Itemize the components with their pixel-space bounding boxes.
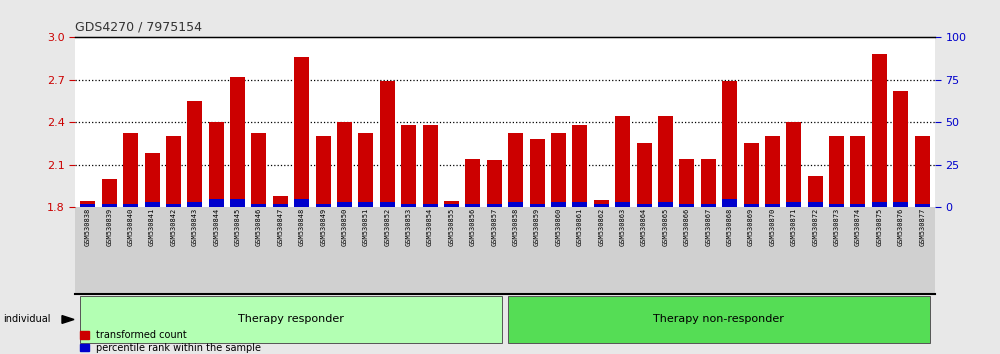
Bar: [829, 204, 844, 207]
Bar: [337, 122, 352, 207]
Bar: [123, 133, 138, 207]
Bar: [829, 136, 844, 207]
Bar: [80, 201, 95, 207]
Bar: [380, 202, 395, 207]
Bar: [187, 202, 202, 207]
Bar: [615, 116, 630, 207]
Bar: [572, 125, 587, 207]
Bar: [444, 201, 459, 207]
Bar: [209, 199, 224, 207]
Bar: [872, 54, 887, 207]
Bar: [808, 202, 823, 207]
Bar: [230, 199, 245, 207]
Bar: [316, 204, 331, 207]
Bar: [701, 159, 716, 207]
Bar: [786, 202, 801, 207]
Bar: [337, 202, 352, 207]
Bar: [551, 202, 566, 207]
Bar: [166, 136, 181, 207]
Bar: [508, 133, 523, 207]
Bar: [444, 204, 459, 207]
Text: Therapy responder: Therapy responder: [238, 314, 344, 325]
Bar: [765, 136, 780, 207]
Bar: [358, 133, 373, 207]
Bar: [722, 199, 737, 207]
Bar: [294, 199, 309, 207]
Bar: [273, 196, 288, 207]
Bar: [380, 81, 395, 207]
Bar: [893, 91, 908, 207]
Bar: [102, 179, 117, 207]
Bar: [658, 116, 673, 207]
Bar: [679, 159, 694, 207]
Bar: [401, 204, 416, 207]
Bar: [572, 202, 587, 207]
Bar: [251, 204, 266, 207]
Bar: [401, 125, 416, 207]
Bar: [487, 160, 502, 207]
Bar: [915, 136, 930, 207]
Bar: [594, 204, 609, 207]
Bar: [701, 204, 716, 207]
Bar: [423, 204, 438, 207]
Bar: [637, 143, 652, 207]
Bar: [80, 204, 95, 207]
Bar: [594, 200, 609, 207]
Bar: [145, 153, 160, 207]
Bar: [765, 204, 780, 207]
Bar: [679, 204, 694, 207]
Bar: [145, 202, 160, 207]
Bar: [786, 122, 801, 207]
Bar: [166, 204, 181, 207]
Bar: [465, 159, 480, 207]
Bar: [102, 204, 117, 207]
Text: GDS4270 / 7975154: GDS4270 / 7975154: [75, 21, 202, 34]
Bar: [487, 204, 502, 207]
Bar: [808, 176, 823, 207]
Text: Therapy non-responder: Therapy non-responder: [653, 314, 784, 325]
Bar: [358, 202, 373, 207]
Bar: [273, 204, 288, 207]
Bar: [850, 204, 865, 207]
Bar: [209, 122, 224, 207]
Bar: [530, 139, 545, 207]
Bar: [187, 101, 202, 207]
Bar: [251, 133, 266, 207]
Bar: [722, 81, 737, 207]
Bar: [744, 143, 759, 207]
Bar: [123, 204, 138, 207]
Bar: [508, 202, 523, 207]
Bar: [530, 204, 545, 207]
Bar: [893, 202, 908, 207]
Bar: [850, 136, 865, 207]
Bar: [658, 202, 673, 207]
Bar: [230, 77, 245, 207]
Legend: transformed count, percentile rank within the sample: transformed count, percentile rank withi…: [80, 330, 261, 353]
Bar: [744, 204, 759, 207]
Bar: [316, 136, 331, 207]
Bar: [915, 204, 930, 207]
Text: individual: individual: [3, 314, 50, 325]
Bar: [551, 133, 566, 207]
Bar: [872, 202, 887, 207]
Bar: [423, 125, 438, 207]
Bar: [637, 204, 652, 207]
Bar: [465, 204, 480, 207]
Bar: [294, 57, 309, 207]
Bar: [615, 202, 630, 207]
